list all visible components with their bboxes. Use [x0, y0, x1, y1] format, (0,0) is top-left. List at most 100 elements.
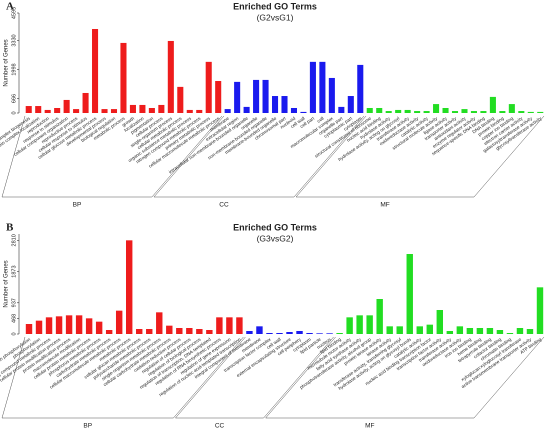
bar — [385, 111, 392, 113]
bar — [404, 109, 411, 113]
bar — [506, 333, 514, 334]
bar — [236, 317, 243, 334]
bar — [216, 317, 223, 334]
bar — [129, 104, 136, 113]
bar — [156, 312, 163, 334]
bar — [206, 330, 213, 334]
bar — [290, 107, 298, 113]
bar — [271, 96, 279, 113]
bar — [243, 106, 250, 113]
y-axis-title: Number of Genes — [4, 39, 10, 86]
x-tick-label: cell — [316, 116, 325, 124]
panel-label: B — [6, 222, 14, 234]
bar — [136, 329, 143, 334]
y-tick-label: 937 — [11, 298, 17, 307]
chart-title: Enriched GO Terms — [233, 222, 317, 232]
y-tick-label: 0 — [11, 111, 17, 114]
bar — [376, 107, 383, 113]
bar — [266, 333, 273, 334]
bar — [376, 299, 383, 334]
bar — [306, 333, 313, 334]
bar — [456, 326, 464, 334]
bar — [466, 328, 474, 334]
bar — [55, 316, 63, 334]
bar — [167, 40, 174, 113]
group-bracket — [265, 336, 545, 419]
bar — [176, 328, 183, 334]
bar — [296, 331, 303, 334]
bar — [224, 109, 231, 113]
bar — [177, 86, 184, 113]
y-tick-label: 1998 — [11, 63, 17, 75]
y-tick-label: 0 — [11, 332, 17, 335]
bar — [451, 111, 459, 113]
bar — [95, 321, 103, 334]
bar — [148, 107, 155, 113]
bar — [253, 79, 260, 113]
bar — [486, 328, 494, 334]
bar — [357, 64, 364, 113]
bar — [205, 61, 212, 113]
bar — [158, 104, 165, 113]
bar — [338, 106, 345, 113]
bar — [366, 315, 373, 334]
bar — [234, 81, 241, 113]
group-bracket — [1, 115, 223, 198]
bar — [347, 96, 354, 113]
group-bracket — [1, 336, 244, 419]
bar — [139, 104, 146, 113]
group-bracket — [174, 336, 334, 419]
bar — [146, 329, 153, 334]
bar — [120, 42, 127, 114]
bar — [395, 109, 402, 113]
chart-panel: A Enriched GO Terms(G2vsG1) Number of Gene… — [0, 1, 545, 209]
group-label: BP — [83, 423, 92, 430]
bar — [516, 328, 524, 334]
panel-label: A — [6, 1, 14, 13]
bar — [276, 333, 283, 334]
group-label: MF — [380, 202, 389, 209]
bar — [256, 326, 263, 334]
chart-title: Enriched GO Terms — [233, 1, 317, 11]
bar — [356, 315, 363, 334]
bar — [73, 109, 80, 113]
y-tick-label: 2810 — [11, 234, 17, 246]
bar — [105, 330, 113, 334]
bar — [85, 318, 93, 334]
bar — [35, 106, 42, 113]
bar — [54, 107, 61, 113]
bar — [496, 330, 504, 334]
bar — [300, 111, 307, 113]
bar — [215, 81, 222, 113]
chart-subtitle: (G2vsG1) — [257, 12, 294, 22]
bar — [480, 111, 487, 113]
bar — [461, 109, 468, 113]
y-axis-title: Number of Genes — [4, 260, 10, 307]
bar — [25, 106, 32, 113]
bar — [336, 333, 343, 334]
bar — [436, 310, 444, 334]
bar — [536, 287, 544, 334]
bar — [286, 332, 293, 334]
bar — [196, 109, 203, 113]
bar — [196, 329, 203, 334]
bar — [366, 107, 373, 113]
y-tick-label: 468 — [11, 314, 17, 323]
bar — [518, 111, 525, 113]
bar — [262, 79, 269, 113]
bar — [309, 61, 316, 113]
bar — [44, 109, 51, 113]
bar — [45, 317, 53, 334]
bar — [226, 317, 233, 334]
group-label: MF — [365, 423, 374, 430]
bar — [328, 77, 335, 113]
chart-panel: B Enriched GO Terms(G3vsG2) Number of Gene… — [0, 222, 545, 430]
bar — [489, 96, 496, 113]
bar — [319, 61, 326, 113]
bar — [101, 109, 108, 113]
bar — [65, 315, 73, 334]
bar — [326, 333, 333, 334]
bar — [386, 326, 393, 334]
bar — [346, 317, 353, 334]
